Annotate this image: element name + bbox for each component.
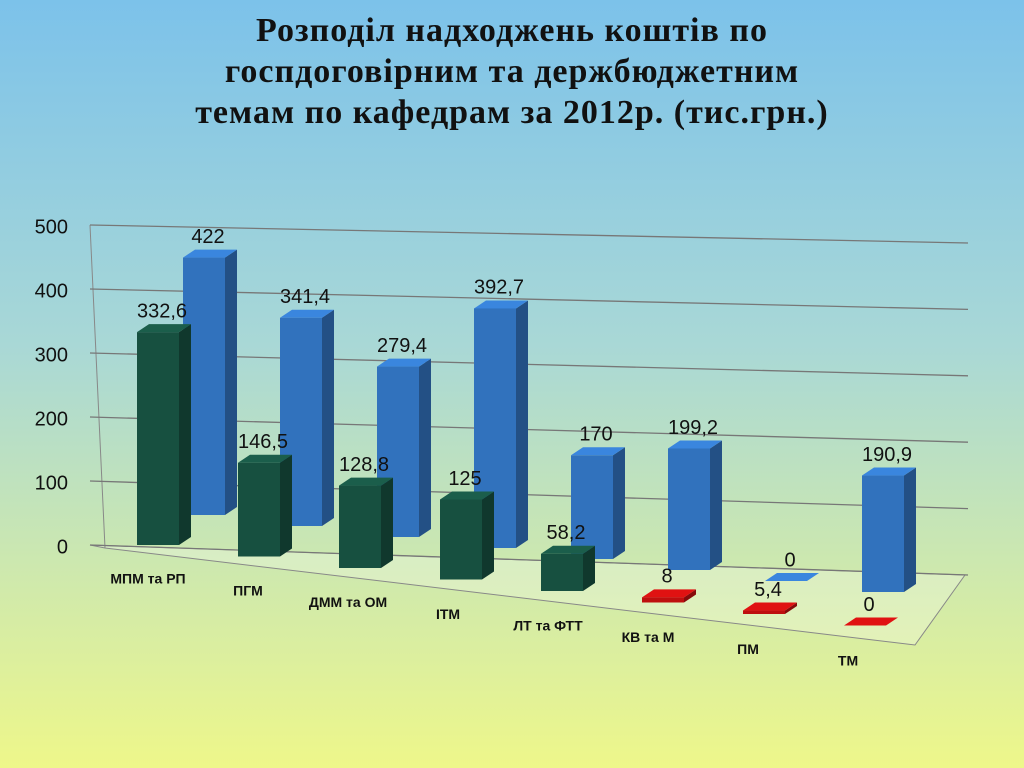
x-tick-label: ІТМ <box>436 606 460 622</box>
grid-line <box>89 224 969 244</box>
bar-top <box>862 467 916 476</box>
bar <box>743 610 785 614</box>
bar-top <box>668 440 722 449</box>
chart-title: Розподіл надходжень коштів по госпдогові… <box>0 10 1024 133</box>
bar-top <box>280 309 334 318</box>
bar <box>668 448 710 570</box>
bar-side <box>613 447 625 559</box>
value-label: 422 <box>191 226 224 248</box>
value-label: 58,2 <box>547 522 586 544</box>
bar-side <box>684 589 696 603</box>
bar-side <box>710 440 722 570</box>
bar-top <box>844 617 898 626</box>
value-label: 8 <box>661 566 672 588</box>
bar-top <box>474 300 528 309</box>
bar <box>440 499 482 580</box>
bar-top <box>571 447 625 456</box>
bar-top <box>743 602 797 611</box>
bar-side <box>381 477 393 568</box>
bar-side <box>516 300 528 548</box>
bar-top <box>377 358 431 367</box>
bar-side <box>419 358 431 537</box>
y-tick-label: 500 <box>35 216 68 238</box>
bar-side <box>225 249 237 515</box>
title-line: темам по кафедрам за 2012р. (тис.грн.) <box>195 94 829 131</box>
bar-top <box>541 545 595 554</box>
x-tick-label: ПГМ <box>233 582 263 598</box>
x-tick-label: ЛТ та ФТТ <box>513 618 583 634</box>
value-label: 125 <box>448 468 481 490</box>
bar <box>137 332 179 545</box>
x-tick-label: МПМ та РП <box>110 571 185 587</box>
y-tick-label: 200 <box>35 408 68 430</box>
value-label: 392,7 <box>474 277 524 299</box>
title-line: Розподіл надходжень коштів по <box>256 12 768 49</box>
bar-side <box>482 491 494 580</box>
value-label: 5,4 <box>754 579 782 601</box>
x-tick-label: КВ та М <box>622 629 675 645</box>
x-tick-label: ТМ <box>838 653 858 669</box>
bar-side <box>322 309 334 526</box>
bar <box>862 475 904 592</box>
x-tick-label: ПМ <box>737 641 759 657</box>
bar-side <box>904 467 916 592</box>
value-label: 332,6 <box>137 300 187 322</box>
bar-side <box>583 545 595 591</box>
y-tick-label: 300 <box>35 344 68 366</box>
value-label: 128,8 <box>339 454 389 476</box>
value-label: 146,5 <box>238 431 288 453</box>
y-tick-label: 400 <box>35 280 68 302</box>
value-label: 170 <box>579 424 612 446</box>
value-label: 279,4 <box>377 335 427 357</box>
bar-side <box>280 454 292 557</box>
bar-side <box>785 602 797 614</box>
y-tick-label: 0 <box>57 536 68 558</box>
value-label: 0 <box>784 549 795 571</box>
bar-side <box>179 324 191 545</box>
x-tick-label: ДММ та ОМ <box>309 594 387 610</box>
bar <box>339 485 381 568</box>
bar-top <box>642 589 696 598</box>
y-tick-label: 100 <box>35 472 68 494</box>
bar-top <box>137 324 191 333</box>
title-line: госпдоговірним та держбюджетним <box>224 53 800 90</box>
bar <box>541 553 583 591</box>
value-label: 199,2 <box>668 417 718 439</box>
value-label: 0 <box>863 594 874 616</box>
grid-line <box>89 544 969 576</box>
bar-top <box>440 491 494 500</box>
value-label: 341,4 <box>280 286 330 308</box>
bar <box>642 597 684 603</box>
bar-top <box>339 477 393 486</box>
value-label: 190,9 <box>862 444 912 466</box>
bar-top <box>183 249 237 258</box>
bar <box>238 462 280 557</box>
bar-top <box>238 454 292 463</box>
bar-top <box>765 573 819 581</box>
bar <box>571 455 613 559</box>
y-axis <box>89 224 106 549</box>
